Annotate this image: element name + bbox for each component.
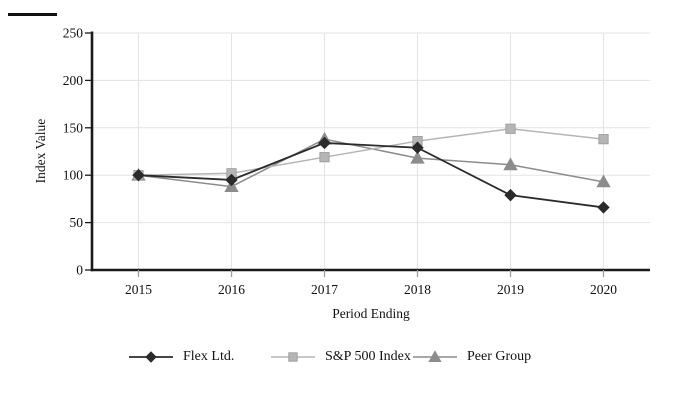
x-axis-title: Period Ending bbox=[332, 306, 410, 321]
legend-label: Peer Group bbox=[467, 349, 532, 364]
x-tick-label: 2018 bbox=[404, 282, 431, 297]
legend-item-peer-group: Peer Group bbox=[412, 349, 531, 365]
legend-label: Flex Ltd. bbox=[183, 349, 235, 364]
x-tick-label: 2015 bbox=[125, 282, 152, 297]
x-tick-label: 2020 bbox=[590, 282, 617, 297]
y-tick-label: 250 bbox=[63, 26, 84, 41]
square-marker-icon bbox=[319, 152, 330, 163]
legend-item-s-p-500-index: S&P 500 Index bbox=[270, 349, 412, 365]
diamond-marker-icon bbox=[504, 188, 517, 202]
square-marker-icon bbox=[505, 123, 516, 134]
x-tick-label: 2016 bbox=[218, 282, 245, 297]
y-tick-label: 50 bbox=[70, 215, 84, 230]
triangle-marker-icon bbox=[503, 157, 518, 171]
series-s-p-500-index bbox=[133, 123, 609, 181]
diamond-marker-icon bbox=[132, 168, 145, 182]
x-tick-label: 2019 bbox=[497, 282, 524, 297]
diamond-marker-icon bbox=[597, 201, 610, 214]
x-tick-label: 2017 bbox=[311, 282, 338, 297]
square-marker-icon bbox=[598, 134, 609, 145]
diamond-marker-icon bbox=[145, 351, 157, 363]
y-tick-label: 200 bbox=[63, 73, 84, 88]
triangle-marker-icon bbox=[410, 150, 425, 164]
series-line-flex-ltd bbox=[138, 142, 604, 209]
series-flex-ltd bbox=[132, 136, 610, 214]
legend-diamond-marker-icon bbox=[129, 351, 173, 363]
series-line-s-p-500-index bbox=[138, 127, 604, 176]
legend-item-flex-ltd: Flex Ltd. bbox=[128, 349, 270, 365]
top-left-rule bbox=[8, 13, 57, 16]
series-peer-group bbox=[131, 131, 611, 193]
triangle-marker-icon bbox=[596, 174, 611, 188]
y-tick-label: 100 bbox=[63, 168, 84, 183]
triangle-marker-icon bbox=[428, 350, 442, 362]
y-axis-title: Index Value bbox=[33, 119, 48, 184]
square-marker-icon bbox=[288, 352, 298, 362]
y-tick-label: 150 bbox=[63, 120, 84, 135]
legend-label: S&P 500 Index bbox=[325, 349, 411, 364]
legend-triangle-marker-icon bbox=[413, 350, 457, 362]
legend: Flex Ltd. S&P 500 Index Peer Group bbox=[128, 349, 531, 365]
diamond-marker-icon bbox=[225, 173, 238, 187]
diamond-marker-icon bbox=[318, 136, 331, 150]
diamond-marker-icon bbox=[411, 141, 424, 154]
y-tick-label: 0 bbox=[76, 263, 83, 278]
legend-square-marker-icon bbox=[271, 352, 315, 362]
